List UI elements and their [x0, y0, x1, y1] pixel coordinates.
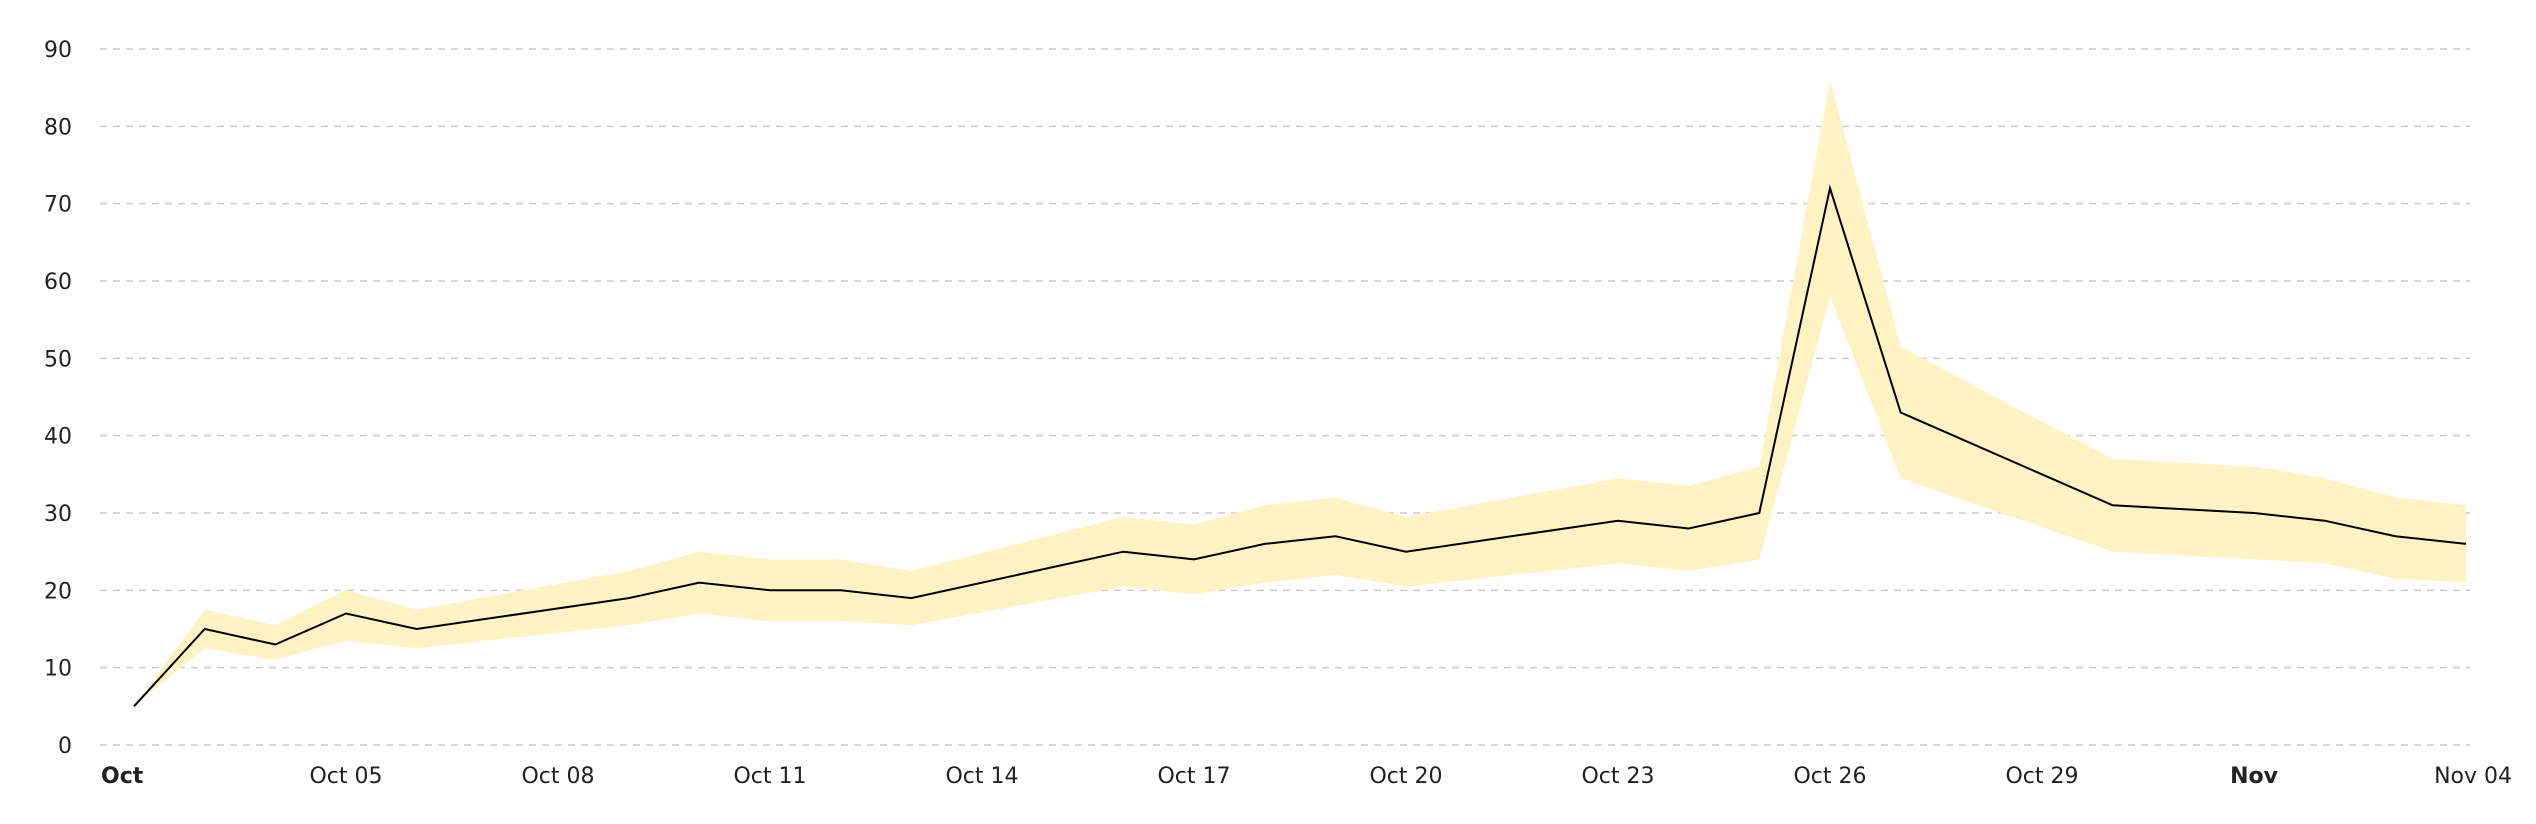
y-tick-label: 10 [44, 657, 72, 682]
confidence-band [134, 79, 2466, 707]
x-axis-tick-labels: Oct Oct 05 Oct 08 Oct 11 Oct 14 Oct 17 Oct 20 O… [101, 764, 2512, 789]
y-tick-label: 90 [44, 38, 72, 63]
x-tick-label: Oct 26 [1793, 764, 1866, 789]
x-tick-label: Nov [2230, 764, 2279, 789]
y-tick-label: 70 [44, 193, 72, 218]
x-tick-label: Oct 29 [2005, 764, 2078, 789]
y-tick-label: 0 [58, 734, 72, 759]
y-tick-label: 40 [44, 425, 72, 450]
x-tick-label: Oct 14 [945, 764, 1018, 789]
y-tick-label: 50 [44, 347, 72, 372]
series-line-group [133, 184, 2467, 707]
x-tick-label: Oct 08 [521, 764, 594, 789]
x-tick-label: Oct 11 [733, 764, 806, 789]
x-tick-label: Oct [101, 764, 144, 789]
x-tick-label: Oct 20 [1369, 764, 1442, 789]
y-axis-tick-labels: 0 10 20 30 40 50 60 70 80 90 [44, 38, 72, 759]
x-tick-label: Oct 17 [1157, 764, 1230, 789]
y-tick-label: 60 [44, 270, 72, 295]
confidence-band-area [134, 79, 2466, 707]
y-tick-label: 30 [44, 502, 72, 527]
x-tick-label: Oct 23 [1581, 764, 1654, 789]
y-tick-label: 20 [44, 579, 72, 604]
y-tick-label: 80 [44, 115, 72, 140]
series-line [133, 184, 2467, 707]
x-tick-label: Oct 05 [309, 764, 382, 789]
x-tick-label: Nov 04 [2434, 764, 2512, 789]
